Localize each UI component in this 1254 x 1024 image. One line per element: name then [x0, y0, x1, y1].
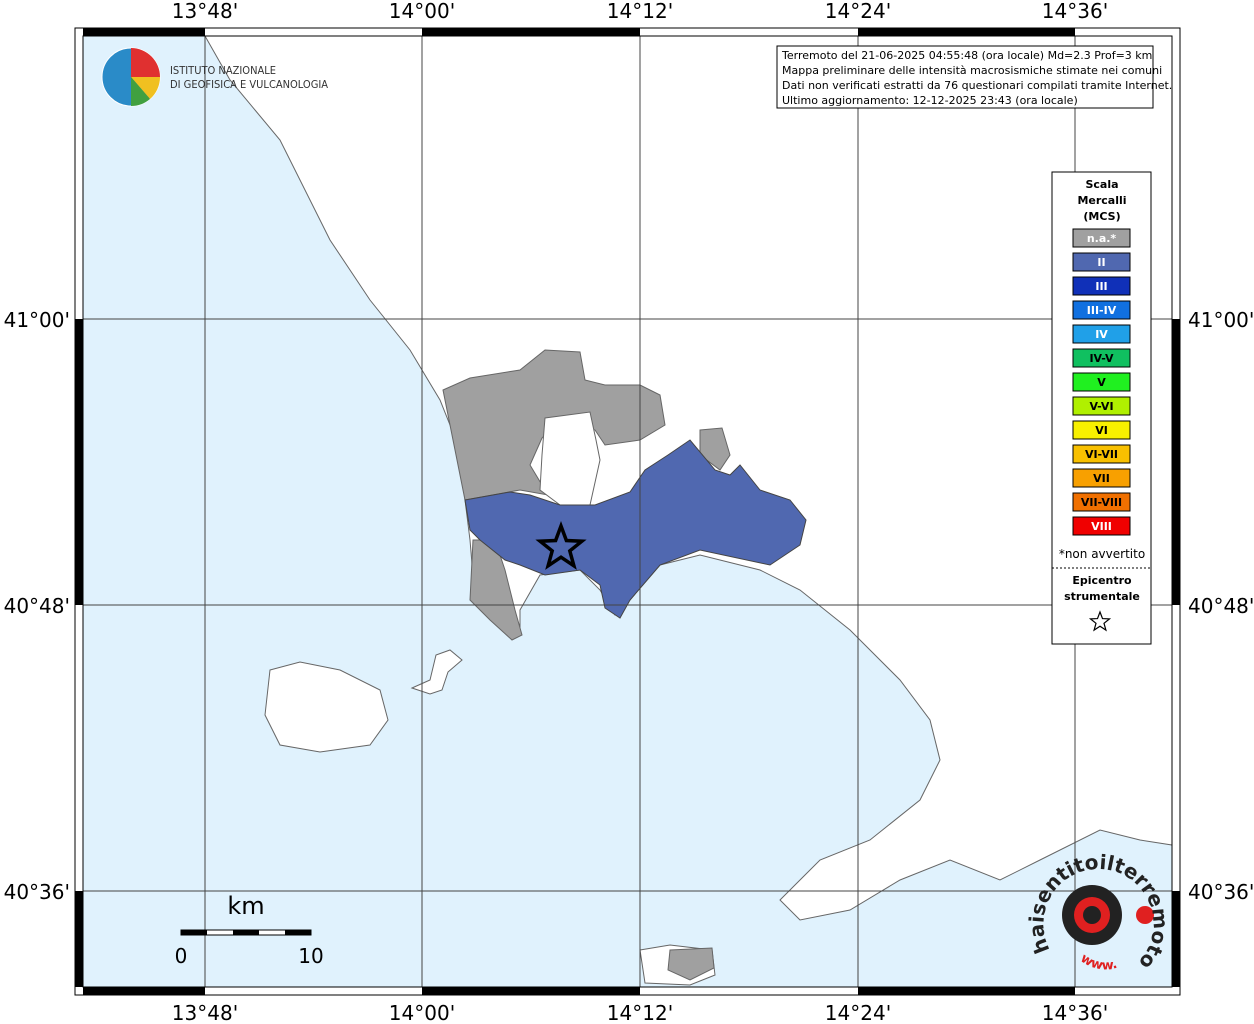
- scale-bar-seg: [233, 930, 259, 935]
- frame-band: [75, 319, 83, 605]
- frame-band: [1172, 891, 1180, 987]
- lon-label: 13°48': [172, 0, 238, 23]
- frame-band: [858, 987, 1075, 995]
- logo-globe: [131, 77, 161, 99]
- area-na: [667, 947, 715, 981]
- legend-title: Scala: [1085, 178, 1118, 191]
- frame-band: [422, 28, 640, 36]
- frame-band: [858, 28, 1075, 36]
- legend-label: III: [1095, 280, 1107, 293]
- legend-label: III-IV: [1087, 304, 1117, 317]
- legend-label: VII-VIII: [1081, 496, 1122, 509]
- legend-epicenter: strumentale: [1064, 590, 1140, 603]
- legend-label: IV-V: [1089, 352, 1114, 365]
- lon-label: 14°00': [389, 0, 455, 23]
- info-line: Dati non verificati estratti da 76 quest…: [782, 79, 1172, 92]
- lat-label: 40°36': [4, 880, 70, 904]
- legend-label: VII: [1093, 472, 1110, 485]
- scale-unit: km: [227, 892, 264, 920]
- lon-label: 14°36': [1042, 1001, 1108, 1024]
- legend-swatch: [1072, 372, 1131, 392]
- area-na: [699, 427, 731, 471]
- area-na: [539, 411, 601, 506]
- info-line: Terremoto del 21-06-2025 04:55:48 (ora l…: [781, 49, 1152, 62]
- legend-label: VIII: [1091, 520, 1112, 533]
- legend-swatch: [1072, 252, 1131, 272]
- legend-label: V: [1097, 376, 1106, 389]
- lon-label: 14°36': [1042, 0, 1108, 23]
- legend-swatch: [1072, 300, 1131, 320]
- scale-bar-seg: [285, 930, 311, 935]
- lat-label: 41°00': [4, 308, 70, 332]
- frame-band: [83, 987, 205, 995]
- logo-text: ISTITUTO NAZIONALE: [170, 64, 276, 77]
- legend-label: VI: [1095, 424, 1108, 437]
- legend-label: VI-VII: [1085, 448, 1118, 461]
- legend-swatch: [1072, 468, 1131, 488]
- watermark-ring: [1083, 906, 1101, 924]
- legend-label: V-VI: [1089, 400, 1113, 413]
- legend-swatch: [1072, 348, 1131, 368]
- legend-swatch: [1072, 396, 1131, 416]
- frame-band: [75, 891, 83, 987]
- legend-swatch: [1072, 492, 1131, 512]
- frame-band: [422, 987, 640, 995]
- legend-note: *non avvertito: [1059, 547, 1145, 561]
- info-box: [776, 45, 1154, 109]
- lat-label: 41°00': [1188, 308, 1254, 332]
- legend-swatch: [1072, 420, 1131, 440]
- legend-label: II: [1097, 256, 1105, 269]
- lon-label: 14°24': [825, 1001, 891, 1024]
- legend-swatch: [1072, 228, 1131, 248]
- info-line: Mappa preliminare delle intensità macros…: [782, 64, 1162, 77]
- lon-label: 13°48': [172, 1001, 238, 1024]
- info-line: Ultimo aggiornamento: 12-12-2025 23:43 (…: [782, 94, 1078, 107]
- epicenter-star: [535, 520, 587, 570]
- lon-label: 14°12': [607, 0, 673, 23]
- frame-band: [83, 28, 205, 36]
- lat-label: 40°36': [1188, 880, 1254, 904]
- legend-swatch: [1072, 324, 1131, 344]
- ischia: [264, 661, 389, 753]
- logo-globe: [131, 77, 150, 107]
- legend-swatch: [1072, 444, 1131, 464]
- area-ii: [464, 439, 807, 619]
- procida: [410, 649, 463, 695]
- scale-label: 0: [175, 944, 188, 968]
- lon-label: 14°24': [825, 0, 891, 23]
- legend-title: (MCS): [1083, 210, 1120, 223]
- lon-label: 14°12': [607, 1001, 673, 1024]
- lon-label: 14°00': [389, 1001, 455, 1024]
- logo-globe: [131, 48, 160, 77]
- legend-box: [1051, 171, 1152, 645]
- legend-swatch: [1072, 276, 1131, 296]
- scale-label: 10: [298, 944, 323, 968]
- legend-title: Mercalli: [1077, 194, 1126, 207]
- legend-label: n.a.*: [1087, 232, 1117, 245]
- lat-label: 40°48': [1188, 594, 1254, 618]
- scale-bar-seg: [181, 930, 207, 935]
- frame-band: [1172, 319, 1180, 605]
- legend-epicenter: Epicentro: [1072, 574, 1132, 587]
- watermark-q: [1136, 906, 1154, 924]
- logo-text: DI GEOFISICA E VULCANOLOGIA: [170, 78, 328, 91]
- epicenter-star: [1088, 610, 1112, 632]
- legend-swatch: [1072, 516, 1131, 536]
- lat-label: 40°48': [4, 594, 70, 618]
- legend-label: IV: [1095, 328, 1108, 341]
